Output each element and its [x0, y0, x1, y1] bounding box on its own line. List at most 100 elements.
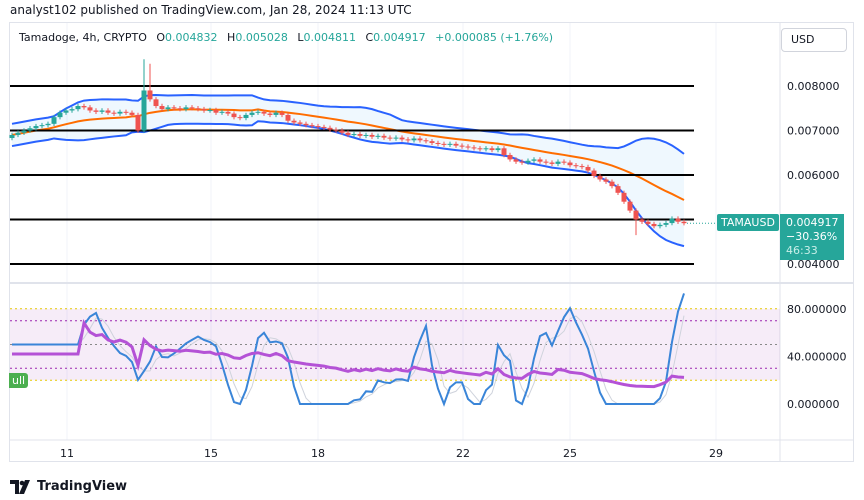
price-tag: 0.004917 −30.36% 46:33 [780, 214, 844, 260]
candle-body [117, 111, 123, 114]
price-tick-label: 0.008000 [787, 80, 840, 93]
candle-body [489, 148, 495, 151]
candle-body [603, 179, 609, 182]
candle-body [87, 107, 93, 111]
bull-label: ull [9, 373, 29, 388]
candle-body [57, 112, 63, 118]
candle-body [417, 138, 423, 141]
candle-body [33, 126, 39, 129]
candle-body [39, 125, 45, 127]
candle-body [411, 138, 417, 141]
candle-body [345, 132, 351, 135]
low-label: L [297, 31, 304, 44]
change-percent: −30.36% [786, 230, 838, 243]
candle-body [597, 175, 603, 180]
candle-body [525, 160, 531, 163]
candle-body [297, 122, 303, 124]
candle-body [63, 110, 69, 113]
candle-body [513, 159, 519, 162]
candle-body [531, 159, 537, 161]
candle-body [309, 125, 315, 127]
candle-body [633, 210, 639, 220]
candle-body [237, 117, 243, 119]
candle-body [549, 162, 555, 164]
candle-body [567, 162, 573, 166]
candle-body [621, 192, 627, 202]
candle-body [225, 111, 231, 114]
candle-body [219, 111, 225, 113]
candle-body [129, 112, 135, 115]
date-tick-label: 29 [709, 447, 723, 460]
candle-body [255, 111, 261, 113]
candle-body [213, 110, 219, 113]
candle-body [273, 112, 279, 115]
candle-body [375, 135, 381, 137]
open-label: O [156, 31, 166, 44]
candle-body [27, 128, 33, 131]
date-tick-label: 25 [563, 447, 577, 460]
candle-body [147, 90, 153, 100]
stoch-k-line [12, 293, 685, 407]
candle-body [537, 159, 543, 162]
candle-body [657, 224, 663, 227]
candle-body [399, 137, 405, 140]
candle-body [135, 114, 141, 131]
candle-body [75, 106, 81, 110]
bollinger-fill [12, 94, 684, 247]
candle-body [315, 126, 321, 128]
bollinger-upper [11, 93, 685, 155]
candle-body [387, 137, 393, 139]
candle-body [441, 143, 447, 145]
bar-countdown: 46:33 [786, 244, 818, 257]
bollinger-lower [11, 120, 685, 248]
brand-name: TradingView [37, 479, 128, 494]
currency-button[interactable]: USD [781, 28, 847, 52]
candle-body [99, 110, 105, 112]
candle-body [447, 143, 453, 145]
candle-body [627, 201, 633, 211]
publish-info: analyst102 published on TradingView.com,… [10, 3, 412, 17]
candle-body [363, 134, 369, 136]
candle-body [189, 107, 195, 109]
candle-body [495, 148, 501, 151]
candle-body [357, 134, 363, 136]
candle-body [585, 166, 591, 171]
date-tick-label: 15 [204, 447, 218, 460]
candle-body [207, 110, 213, 112]
candle-body [681, 221, 687, 224]
candle-body [573, 165, 579, 167]
candle-body [453, 143, 459, 146]
candle-body [519, 161, 525, 163]
date-tick-label: 11 [60, 447, 74, 460]
low-value: 0.004811 [303, 31, 356, 44]
candle-body [609, 181, 615, 187]
candle-body [153, 99, 159, 107]
price-tick-label: 0.007000 [787, 125, 840, 138]
candle-body [459, 145, 465, 147]
tradingview-logo[interactable]: TradingView [10, 479, 127, 494]
candle-body [333, 129, 339, 131]
candle-body [81, 106, 87, 108]
candle-body [285, 114, 291, 121]
candle-body [645, 221, 651, 224]
candle-body [663, 223, 669, 225]
candle-body [9, 134, 15, 139]
price-tick-label: 0.004000 [787, 258, 840, 271]
candle-body [111, 112, 117, 114]
candle-body [423, 140, 429, 142]
candle-body [279, 112, 285, 115]
candle-body [327, 127, 333, 130]
candle-body [639, 219, 645, 222]
candle-body [381, 135, 387, 138]
close-label: C [365, 31, 374, 44]
date-tick-label: 22 [456, 447, 470, 460]
high-value: 0.005028 [235, 31, 288, 44]
symbol-label: Tamadoge, 4h, CRYPTO [19, 31, 147, 44]
candle-body [21, 130, 27, 133]
candle-body [261, 111, 267, 114]
candle-body [339, 130, 345, 133]
close-value: 0.004917 [373, 31, 426, 44]
tradingview-logo-icon [10, 479, 30, 494]
date-tick-label: 18 [311, 447, 325, 460]
